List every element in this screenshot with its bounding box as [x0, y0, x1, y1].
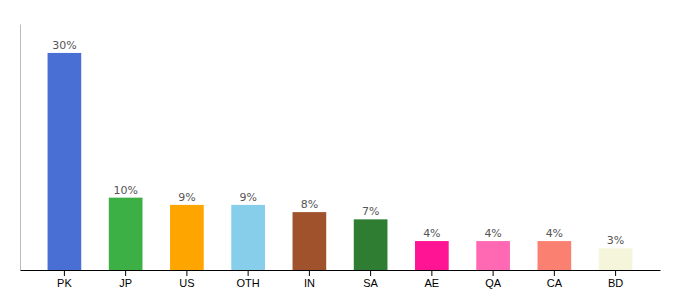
x-tick-mark — [370, 270, 371, 276]
x-tick: PK — [57, 270, 72, 289]
x-tick-mark — [186, 270, 187, 276]
bars — [48, 53, 633, 270]
chart: PK JP US OTH IN SA AE QA CA BD 30% 10% 9% 9% 8% 7% 4% 4% 4… — [0, 0, 680, 300]
bar — [293, 212, 327, 270]
bar — [109, 198, 143, 270]
x-tick-label: CA — [547, 277, 563, 289]
plot: PK JP US OTH IN SA AE QA CA BD 30% 10% 9% 9% 8% 7% 4% 4% 4… — [21, 25, 661, 289]
bar — [538, 241, 572, 270]
x-tick: OTH — [237, 270, 260, 289]
x-tick-label: US — [179, 277, 194, 289]
data-label: 10% — [113, 184, 137, 197]
x-tick-mark — [615, 270, 616, 276]
x-tick-label: IN — [304, 277, 315, 289]
data-labels: 30% 10% 9% 9% 8% 7% 4% 4% 4% 3% — [52, 39, 624, 247]
bar — [599, 248, 633, 270]
x-tick: IN — [304, 270, 315, 289]
x-tick-mark — [125, 270, 126, 276]
bar — [231, 205, 265, 270]
data-label: 30% — [52, 39, 76, 52]
data-label: 4% — [423, 227, 440, 240]
x-tick-mark — [309, 270, 310, 276]
data-label: 4% — [484, 227, 501, 240]
x-tick-label: JP — [119, 277, 132, 289]
x-tick-mark — [248, 270, 249, 276]
x-tick-label: QA — [485, 277, 502, 289]
y-axis — [20, 25, 21, 271]
y-axis-line — [20, 25, 21, 271]
x-tick-label: AE — [425, 277, 440, 289]
data-label: 7% — [362, 205, 379, 218]
x-tick: QA — [485, 270, 502, 289]
x-tick-label: OTH — [237, 277, 260, 289]
bar — [170, 205, 204, 270]
data-label: 8% — [301, 198, 318, 211]
x-tick-mark — [64, 270, 65, 276]
x-axis: PK JP US OTH IN SA AE QA CA BD — [21, 270, 661, 289]
x-tick-label: PK — [57, 277, 72, 289]
bar — [476, 241, 510, 270]
x-tick: AE — [425, 270, 440, 289]
data-label: 9% — [178, 191, 195, 204]
bar — [415, 241, 449, 270]
bar — [48, 53, 82, 270]
x-tick: JP — [119, 270, 132, 289]
x-tick-mark — [431, 270, 432, 276]
data-label: 3% — [607, 234, 624, 247]
data-label: 4% — [546, 227, 563, 240]
x-tick-label: BD — [608, 277, 623, 289]
x-tick-mark — [554, 270, 555, 276]
x-tick: SA — [363, 270, 378, 289]
x-tick: US — [179, 270, 194, 289]
x-tick: BD — [608, 270, 623, 289]
x-tick-label: SA — [363, 277, 378, 289]
bar — [354, 219, 388, 270]
chart-container: PK JP US OTH IN SA AE QA CA BD 30% 10% 9% 9% 8% 7% 4% 4% 4… — [0, 0, 680, 300]
x-tick-mark — [493, 270, 494, 276]
data-label: 9% — [239, 191, 256, 204]
x-axis-line — [21, 270, 661, 271]
x-tick: CA — [547, 270, 563, 289]
